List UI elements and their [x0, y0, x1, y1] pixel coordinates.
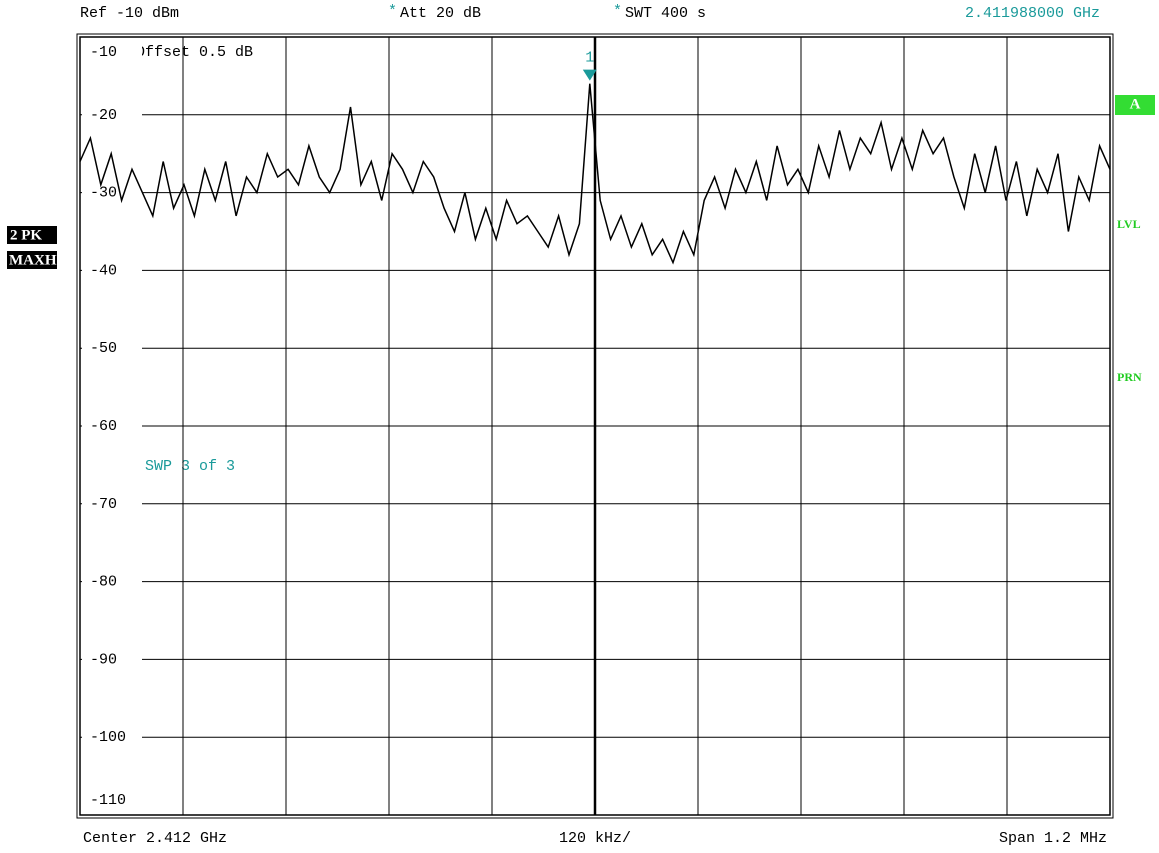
y-tick-label: -30	[90, 185, 117, 202]
division: 120 kHz/	[559, 830, 631, 847]
y-tick-label: -40	[90, 262, 117, 279]
marker-frequency: 2.411988000 GHz	[965, 5, 1100, 22]
trace-mode: 2 PK	[10, 227, 42, 243]
tick-label-bg	[82, 418, 142, 434]
tick-label-bg	[82, 729, 142, 746]
y-tick-label: -80	[90, 574, 117, 591]
att-star: *	[388, 3, 397, 20]
y-tick-label: -20	[90, 107, 117, 124]
tick-label-bg	[82, 184, 142, 201]
y-tick-label: -50	[90, 340, 117, 357]
tick-label-bg	[82, 651, 142, 668]
frame-outer	[76, 33, 1114, 819]
trace	[79, 83, 1111, 265]
center-frequency: Center 2.412 GHz	[83, 830, 227, 847]
side-prn: PRN	[1117, 370, 1142, 384]
tick-label-bg	[82, 495, 142, 512]
side-lvl: LVL	[1117, 217, 1141, 231]
side-a-box	[1115, 95, 1155, 115]
detector: MAXH	[9, 252, 57, 268]
y-tick-label: -60	[90, 418, 117, 435]
marker-label: 1	[585, 50, 594, 67]
y-tick-label: -100	[90, 729, 126, 746]
span: Span 1.2 MHz	[999, 830, 1107, 847]
marker-triangle	[582, 69, 597, 81]
sweep-count: SWP 3 of 3	[145, 458, 235, 475]
ref-level: Ref -10 dBm	[80, 5, 179, 22]
y-tick-label: -90	[90, 651, 117, 668]
swt-star: *	[613, 3, 622, 20]
y-tick-label: -10	[90, 44, 117, 61]
tick-label-bg	[82, 573, 142, 590]
tick-label-bg	[82, 106, 142, 123]
y-tick-label: -70	[90, 496, 117, 513]
offset: Offset 0.5 dB	[136, 44, 253, 61]
tick-label-bg	[82, 44, 142, 60]
detector-box	[7, 251, 57, 269]
attenuation: Att 20 dB	[400, 5, 481, 22]
sweep-time: SWT 400 s	[625, 5, 706, 22]
y-tick-label: -110	[90, 792, 126, 809]
trace-mode-box	[7, 226, 57, 244]
tick-label-bg	[82, 262, 142, 279]
side-a: A	[1130, 96, 1141, 112]
tick-label-bg	[82, 340, 142, 357]
tick-label-bg	[82, 792, 142, 808]
